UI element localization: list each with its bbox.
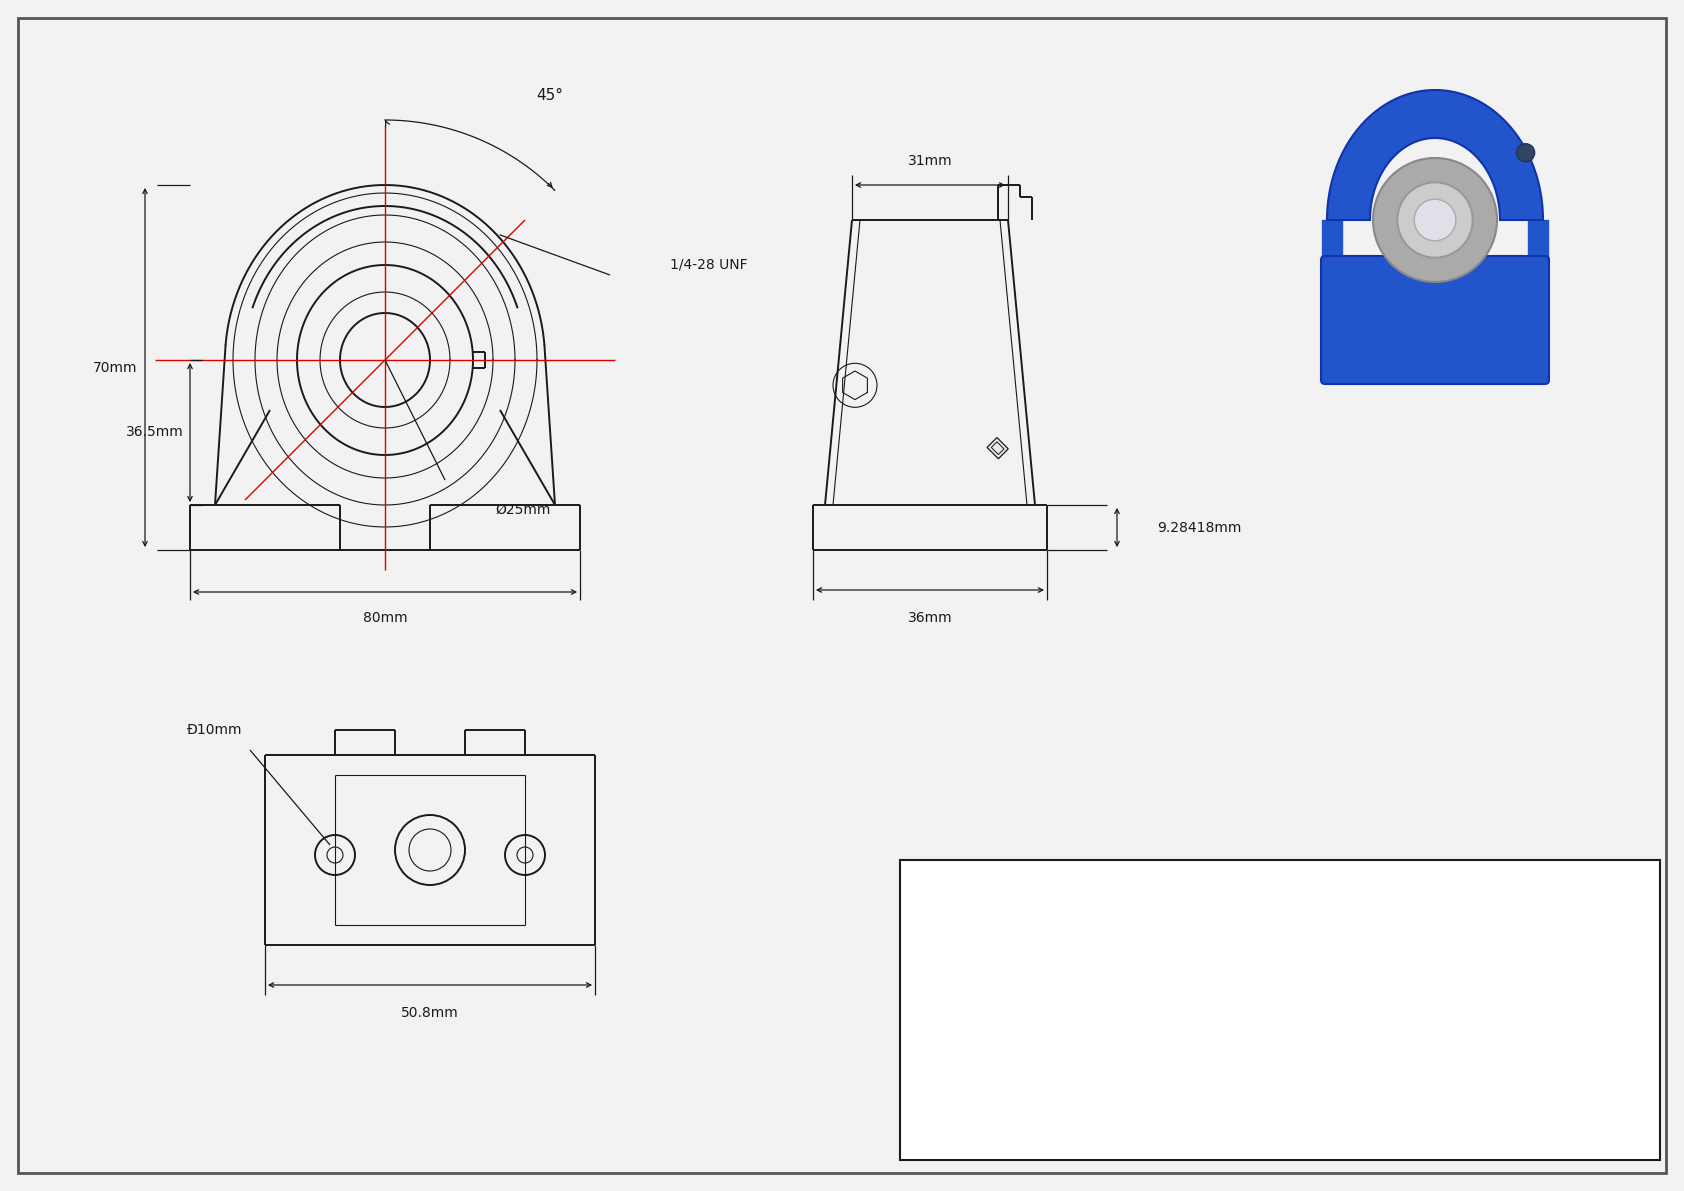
Text: 31mm: 31mm <box>908 154 953 168</box>
Text: 9.28418mm: 9.28418mm <box>1157 520 1241 535</box>
Circle shape <box>1398 182 1474 257</box>
Text: 70mm: 70mm <box>93 361 138 374</box>
Text: KHSHE205: KHSHE205 <box>1337 955 1452 974</box>
Text: ®: ® <box>1064 1059 1079 1073</box>
Text: 45°: 45° <box>537 87 564 102</box>
Text: Ð10mm: Ð10mm <box>187 723 242 737</box>
Text: 36mm: 36mm <box>908 611 953 625</box>
Text: SHANGHAI LILY BEARING LIMITED: SHANGHAI LILY BEARING LIMITED <box>1251 1086 1537 1102</box>
Text: 36.5mm: 36.5mm <box>126 425 184 439</box>
Polygon shape <box>1327 91 1543 220</box>
Circle shape <box>1415 199 1455 241</box>
FancyBboxPatch shape <box>1320 256 1549 384</box>
Text: 1/4-28 UNF: 1/4-28 UNF <box>670 258 748 272</box>
Circle shape <box>1517 144 1534 162</box>
Text: 50.8mm: 50.8mm <box>401 1006 458 1019</box>
Circle shape <box>1372 158 1497 282</box>
Text: 80mm: 80mm <box>362 611 408 625</box>
Text: LILY: LILY <box>957 1066 1056 1110</box>
Text: Tapped Base Pillow Eccentric Collar Locking: Tapped Base Pillow Eccentric Collar Lock… <box>1243 894 1546 909</box>
Bar <box>992 442 1004 455</box>
Bar <box>899 860 1660 1160</box>
Bar <box>987 437 1009 459</box>
Text: Ø25mm: Ø25mm <box>495 503 551 517</box>
Text: Part
Number: Part Number <box>983 928 1044 960</box>
Text: Email: lilybearing@lily-bearing.com: Email: lilybearing@lily-bearing.com <box>1271 1033 1517 1047</box>
